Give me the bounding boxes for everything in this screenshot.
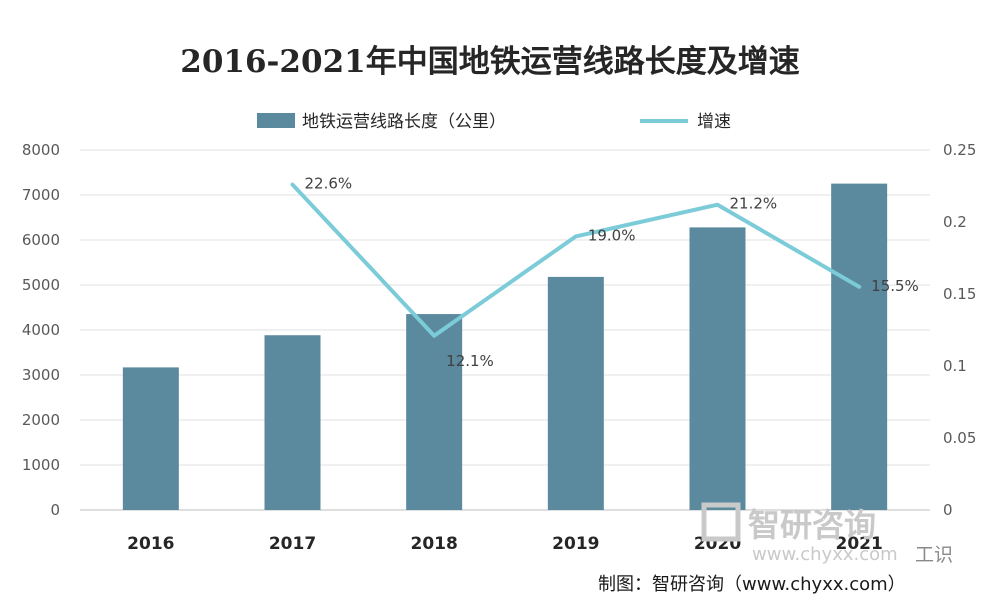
line-point	[857, 285, 861, 289]
y-left-tick-label: 2000	[22, 411, 60, 429]
watermark-logo-icon	[701, 502, 741, 542]
chart-title: 2016-2021年中国地铁运营线路长度及增速	[180, 44, 799, 80]
y-left-tick-label: 4000	[22, 321, 60, 339]
x-tick-label: 2016	[127, 534, 174, 554]
y-left-tick-label: 7000	[22, 186, 60, 204]
y-left-tick-label: 6000	[22, 231, 60, 249]
legend-swatch-bar	[257, 113, 295, 128]
bar-series	[122, 183, 888, 511]
line-series	[290, 182, 862, 338]
y-right-tick-label: 0	[943, 501, 953, 519]
watermark: 智研咨询 www.chyxx.com	[701, 502, 898, 565]
y-left-tick-label: 3000	[22, 366, 60, 384]
y-left-tick-label: 1000	[22, 456, 60, 474]
x-tick-label: 2018	[411, 534, 458, 554]
x-tick-label: 2017	[269, 534, 316, 554]
line-point	[574, 234, 578, 238]
legend-label-line: 增速	[697, 112, 731, 132]
chart-credit: 制图：智研咨询（www.chyxx.com）	[598, 574, 906, 595]
watermark-url: www.chyxx.com	[752, 544, 898, 565]
x-tick-label: 2021	[836, 534, 883, 554]
y-right-tick-label: 0.15	[943, 285, 976, 303]
line-point	[432, 334, 436, 338]
right-axis-ticks: 0 0.05 0.1 0.15 0.2 0.25	[943, 141, 976, 519]
bar	[831, 183, 888, 511]
bar	[122, 367, 179, 510]
data-label: 19.0%	[588, 226, 636, 244]
y-right-tick-label: 0.1	[943, 357, 967, 375]
bar	[689, 227, 746, 510]
bar	[406, 314, 463, 510]
bar	[547, 276, 604, 510]
line-point	[716, 203, 719, 207]
left-axis-ticks: 0 1000 2000 3000 4000 5000 6000 7000 8000	[22, 141, 60, 519]
watermark-secondary: 工识	[915, 544, 953, 566]
y-left-tick-label: 5000	[22, 276, 60, 294]
legend: 地铁运营线路长度（公里） 增速	[257, 112, 731, 132]
data-labels: 22.6% 12.1% 19.0% 21.2% 15.5%	[305, 175, 919, 370]
data-label: 15.5%	[871, 277, 919, 295]
y-right-tick-label: 0.25	[943, 141, 976, 159]
data-label: 22.6%	[305, 175, 353, 193]
y-left-tick-label: 0	[50, 501, 60, 519]
data-label: 21.2%	[730, 195, 778, 213]
legend-label-bar: 地铁运营线路长度（公里）	[302, 112, 506, 132]
line-point	[291, 183, 294, 187]
bar	[264, 335, 321, 510]
data-label: 12.1%	[446, 352, 494, 370]
x-tick-label: 2019	[552, 534, 599, 554]
y-right-tick-label: 0.05	[943, 429, 976, 447]
watermark-text: 智研咨询	[748, 506, 876, 544]
y-right-tick-label: 0.2	[943, 213, 967, 231]
gridlines	[80, 149, 930, 511]
y-left-tick-label: 8000	[22, 141, 60, 159]
